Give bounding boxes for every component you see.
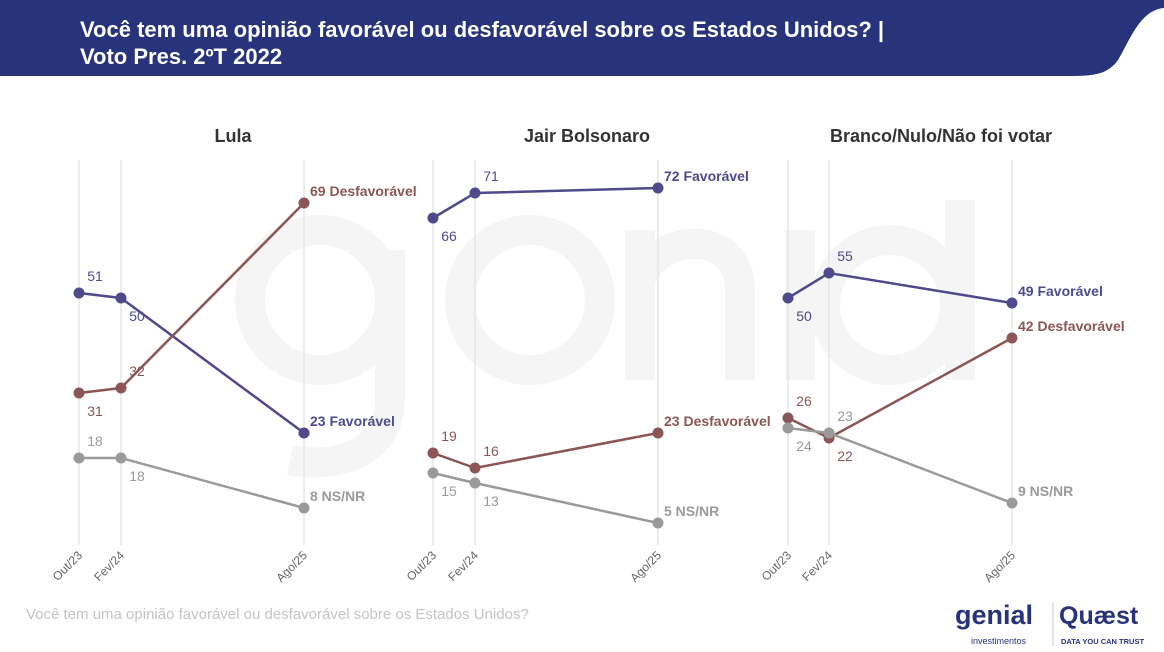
data-point xyxy=(1006,297,1018,309)
data-point xyxy=(73,287,85,299)
data-label: 31 xyxy=(87,403,103,419)
data-point xyxy=(782,412,794,424)
data-point xyxy=(73,387,85,399)
series-line-ns-nr xyxy=(787,426,1013,505)
data-point xyxy=(652,182,664,194)
logos: genial investimentos Quæst DATA YOU CAN … xyxy=(955,600,1144,646)
data-label: 18 xyxy=(129,468,145,484)
x-tick-label: Ago/25 xyxy=(981,548,1018,585)
data-point xyxy=(298,502,310,514)
data-point xyxy=(652,517,664,529)
end-label: 23 Desfavorável xyxy=(664,413,771,429)
data-point xyxy=(427,212,439,224)
data-point xyxy=(427,447,439,459)
data-point xyxy=(823,427,835,439)
watermark-shapes xyxy=(235,200,975,478)
end-label: 23 Favorável xyxy=(310,413,395,429)
data-point xyxy=(298,427,310,439)
data-point xyxy=(469,477,481,489)
data-point xyxy=(115,382,127,394)
end-label: 8 NS/NR xyxy=(310,488,365,504)
quaest-logo: Quæst xyxy=(1059,602,1139,630)
data-label: 15 xyxy=(441,483,457,499)
end-label: 49 Favorável xyxy=(1018,283,1103,299)
data-label: 55 xyxy=(837,248,853,264)
data-label: 51 xyxy=(87,268,103,284)
data-point xyxy=(73,452,85,464)
data-label: 32 xyxy=(129,363,145,379)
title-line-1: Você tem uma opinião favorável ou desfav… xyxy=(80,17,885,42)
quaest-logo-sub: DATA YOU CAN TRUST xyxy=(1061,637,1144,646)
data-point xyxy=(469,187,481,199)
data-point xyxy=(469,462,481,474)
series-line-favor-vel xyxy=(787,271,1013,305)
series-line-ns-nr xyxy=(79,456,305,510)
data-label: 18 xyxy=(87,433,103,449)
x-tick-label: Ago/25 xyxy=(273,548,310,585)
data-label: 19 xyxy=(441,428,457,444)
data-label: 13 xyxy=(483,493,499,509)
end-label: 72 Favorável xyxy=(664,168,749,184)
data-point xyxy=(115,452,127,464)
series-line-favor-vel xyxy=(78,291,305,435)
page-title: Você tem uma opinião favorável ou desfav… xyxy=(80,16,1040,70)
series-line-ns-nr xyxy=(432,471,659,525)
end-label: 9 NS/NR xyxy=(1018,483,1073,499)
panel-title: Jair Bolsonaro xyxy=(524,126,650,146)
data-point xyxy=(782,292,794,304)
data-label: 50 xyxy=(129,308,145,324)
data-point xyxy=(782,422,794,434)
data-point xyxy=(652,427,664,439)
series-line-desfavor-vel xyxy=(787,336,1013,440)
x-tick-label: Fev/24 xyxy=(445,548,481,584)
data-label: 50 xyxy=(796,308,812,324)
header-shape xyxy=(0,0,1164,76)
genial-logo-sub: investimentos xyxy=(971,636,1027,646)
series-line-favor-vel xyxy=(432,186,659,220)
data-label: 66 xyxy=(441,228,457,244)
footnote: Você tem uma opinião favorável ou desfav… xyxy=(26,606,529,623)
x-tick-label: Ago/25 xyxy=(627,548,664,585)
x-tick-label: Out/23 xyxy=(759,548,795,584)
header-banner xyxy=(0,0,1164,76)
data-point xyxy=(115,292,127,304)
data-label: 23 xyxy=(837,408,853,424)
data-label: 16 xyxy=(483,443,499,459)
data-point xyxy=(1006,332,1018,344)
data-label: 24 xyxy=(796,438,812,454)
x-tick-label: Out/23 xyxy=(50,548,86,584)
end-label: 42 Desfavorável xyxy=(1018,318,1125,334)
x-tick-label: Fev/24 xyxy=(799,548,835,584)
data-point xyxy=(823,267,835,279)
data-point xyxy=(427,467,439,479)
end-label: 69 Desfavorável xyxy=(310,183,417,199)
data-point xyxy=(1006,497,1018,509)
title-line-2: Voto Pres. 2ºT 2022 xyxy=(80,44,283,69)
x-tick-label: Fev/24 xyxy=(91,548,127,584)
data-label: 26 xyxy=(796,393,812,409)
panel-title: Branco/Nulo/Não foi votar xyxy=(830,126,1052,146)
data-label: 71 xyxy=(483,168,499,184)
end-label: 5 NS/NR xyxy=(664,503,719,519)
series-line-desfavor-vel xyxy=(432,431,659,470)
genial-logo: genial xyxy=(955,600,1033,630)
data-label: 22 xyxy=(837,448,853,464)
panel-title: Lula xyxy=(214,126,252,146)
x-tick-label: Out/23 xyxy=(404,548,440,584)
data-point xyxy=(298,197,310,209)
